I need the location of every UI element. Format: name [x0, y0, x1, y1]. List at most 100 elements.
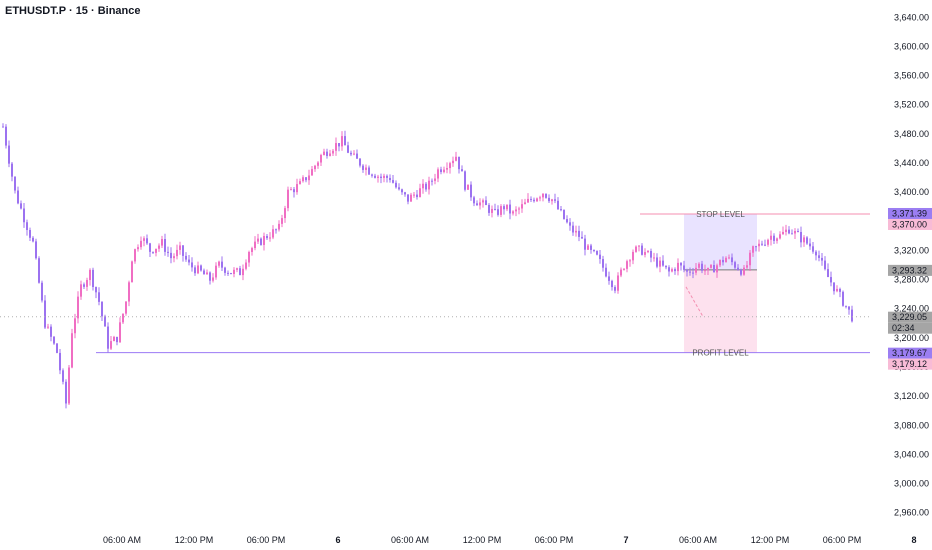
- candle-body: [692, 272, 694, 274]
- stop-level-label: STOP LEVEL: [696, 210, 745, 219]
- candle-body: [149, 243, 151, 252]
- candle-body: [653, 257, 655, 259]
- candle-body: [143, 238, 145, 241]
- candle-body: [68, 367, 70, 404]
- price-badge: [888, 218, 932, 230]
- candle-body: [452, 160, 454, 164]
- candle-body: [449, 163, 451, 169]
- candle-body: [677, 262, 679, 272]
- candle-body: [185, 255, 187, 260]
- candle-body: [137, 247, 139, 250]
- candle-body: [809, 243, 811, 247]
- candle-body: [230, 273, 232, 275]
- y-tick-label: 3,520.00: [894, 100, 929, 110]
- candle-body: [110, 341, 112, 349]
- candle-body: [698, 263, 700, 268]
- candle-body: [278, 223, 280, 230]
- candle-body: [638, 245, 640, 247]
- candle-body: [710, 265, 712, 268]
- candle-body: [104, 316, 106, 327]
- candle-body: [602, 259, 604, 268]
- candle-body: [569, 222, 571, 226]
- candle-body: [482, 200, 484, 203]
- candle-body: [245, 262, 247, 269]
- candle-body: [50, 326, 52, 337]
- candles: [2, 123, 853, 409]
- candle-body: [506, 204, 508, 210]
- candle-body: [44, 300, 46, 328]
- candle-body: [134, 249, 136, 262]
- candle-body: [584, 238, 586, 250]
- candle-body: [461, 169, 463, 172]
- y-tick-label: 3,600.00: [894, 41, 929, 51]
- candle-body: [302, 177, 304, 182]
- y-tick-label: 3,240.00: [894, 304, 929, 314]
- candle-body: [527, 198, 529, 203]
- candle-body: [293, 189, 295, 193]
- candle-body: [392, 180, 394, 183]
- candle-body: [59, 352, 61, 371]
- candle-body: [248, 252, 250, 263]
- price-badge: [888, 347, 932, 359]
- price-badge-text: 3,370.00: [892, 219, 927, 229]
- candle-body: [812, 246, 814, 252]
- candle-body: [614, 287, 616, 291]
- candle-body: [113, 336, 115, 342]
- candle-body: [794, 231, 796, 234]
- candle-body: [740, 269, 742, 275]
- candle-body: [713, 265, 715, 273]
- candle-body: [815, 251, 817, 256]
- y-tick-label: 3,440.00: [894, 158, 929, 168]
- candle-body: [272, 229, 274, 238]
- candle-body: [470, 184, 472, 198]
- candle-body: [551, 199, 553, 202]
- candle-body: [830, 277, 832, 283]
- candle-body: [326, 151, 328, 156]
- candle-body: [647, 250, 649, 253]
- candle-body: [779, 234, 781, 239]
- candle-body: [560, 209, 562, 211]
- y-tick-label: 3,400.00: [894, 187, 929, 197]
- candle-body: [347, 145, 349, 153]
- candle-body: [179, 245, 181, 250]
- candle-body: [38, 258, 40, 283]
- candle-body: [557, 200, 559, 210]
- price-badge: [888, 264, 932, 276]
- candle-body: [722, 259, 724, 263]
- candle-body: [53, 336, 55, 344]
- candle-body: [308, 175, 310, 181]
- candle-body: [530, 198, 532, 200]
- candle-body: [800, 231, 802, 243]
- candle-body: [236, 268, 238, 270]
- price-badge-text: 02:34: [892, 323, 915, 333]
- candle-body: [2, 126, 4, 128]
- candle-body: [617, 275, 619, 291]
- candle-body: [371, 174, 373, 176]
- candle-body: [170, 252, 172, 259]
- candle-body: [233, 269, 235, 275]
- candle-body: [284, 208, 286, 219]
- x-tick-label: 8: [911, 535, 916, 545]
- candle-body: [140, 240, 142, 248]
- candle-body: [422, 183, 424, 189]
- candle-body: [161, 239, 163, 246]
- candle-body: [545, 193, 547, 198]
- candle-body: [671, 269, 673, 272]
- y-tick-label: 3,640.00: [894, 12, 929, 22]
- candle-body: [5, 126, 7, 146]
- candle-body: [95, 287, 97, 293]
- y-tick-label: 3,040.00: [894, 449, 929, 459]
- candle-body: [362, 165, 364, 170]
- x-tick-label: 7: [623, 535, 628, 545]
- candle-body: [335, 143, 337, 151]
- candle-body: [446, 168, 448, 170]
- candle-body: [755, 246, 757, 248]
- candle-body: [821, 257, 823, 261]
- candle-body: [749, 252, 751, 266]
- candle-body: [41, 282, 43, 301]
- candle-body: [704, 270, 706, 272]
- candle-body: [644, 252, 646, 255]
- candle-body: [332, 150, 334, 154]
